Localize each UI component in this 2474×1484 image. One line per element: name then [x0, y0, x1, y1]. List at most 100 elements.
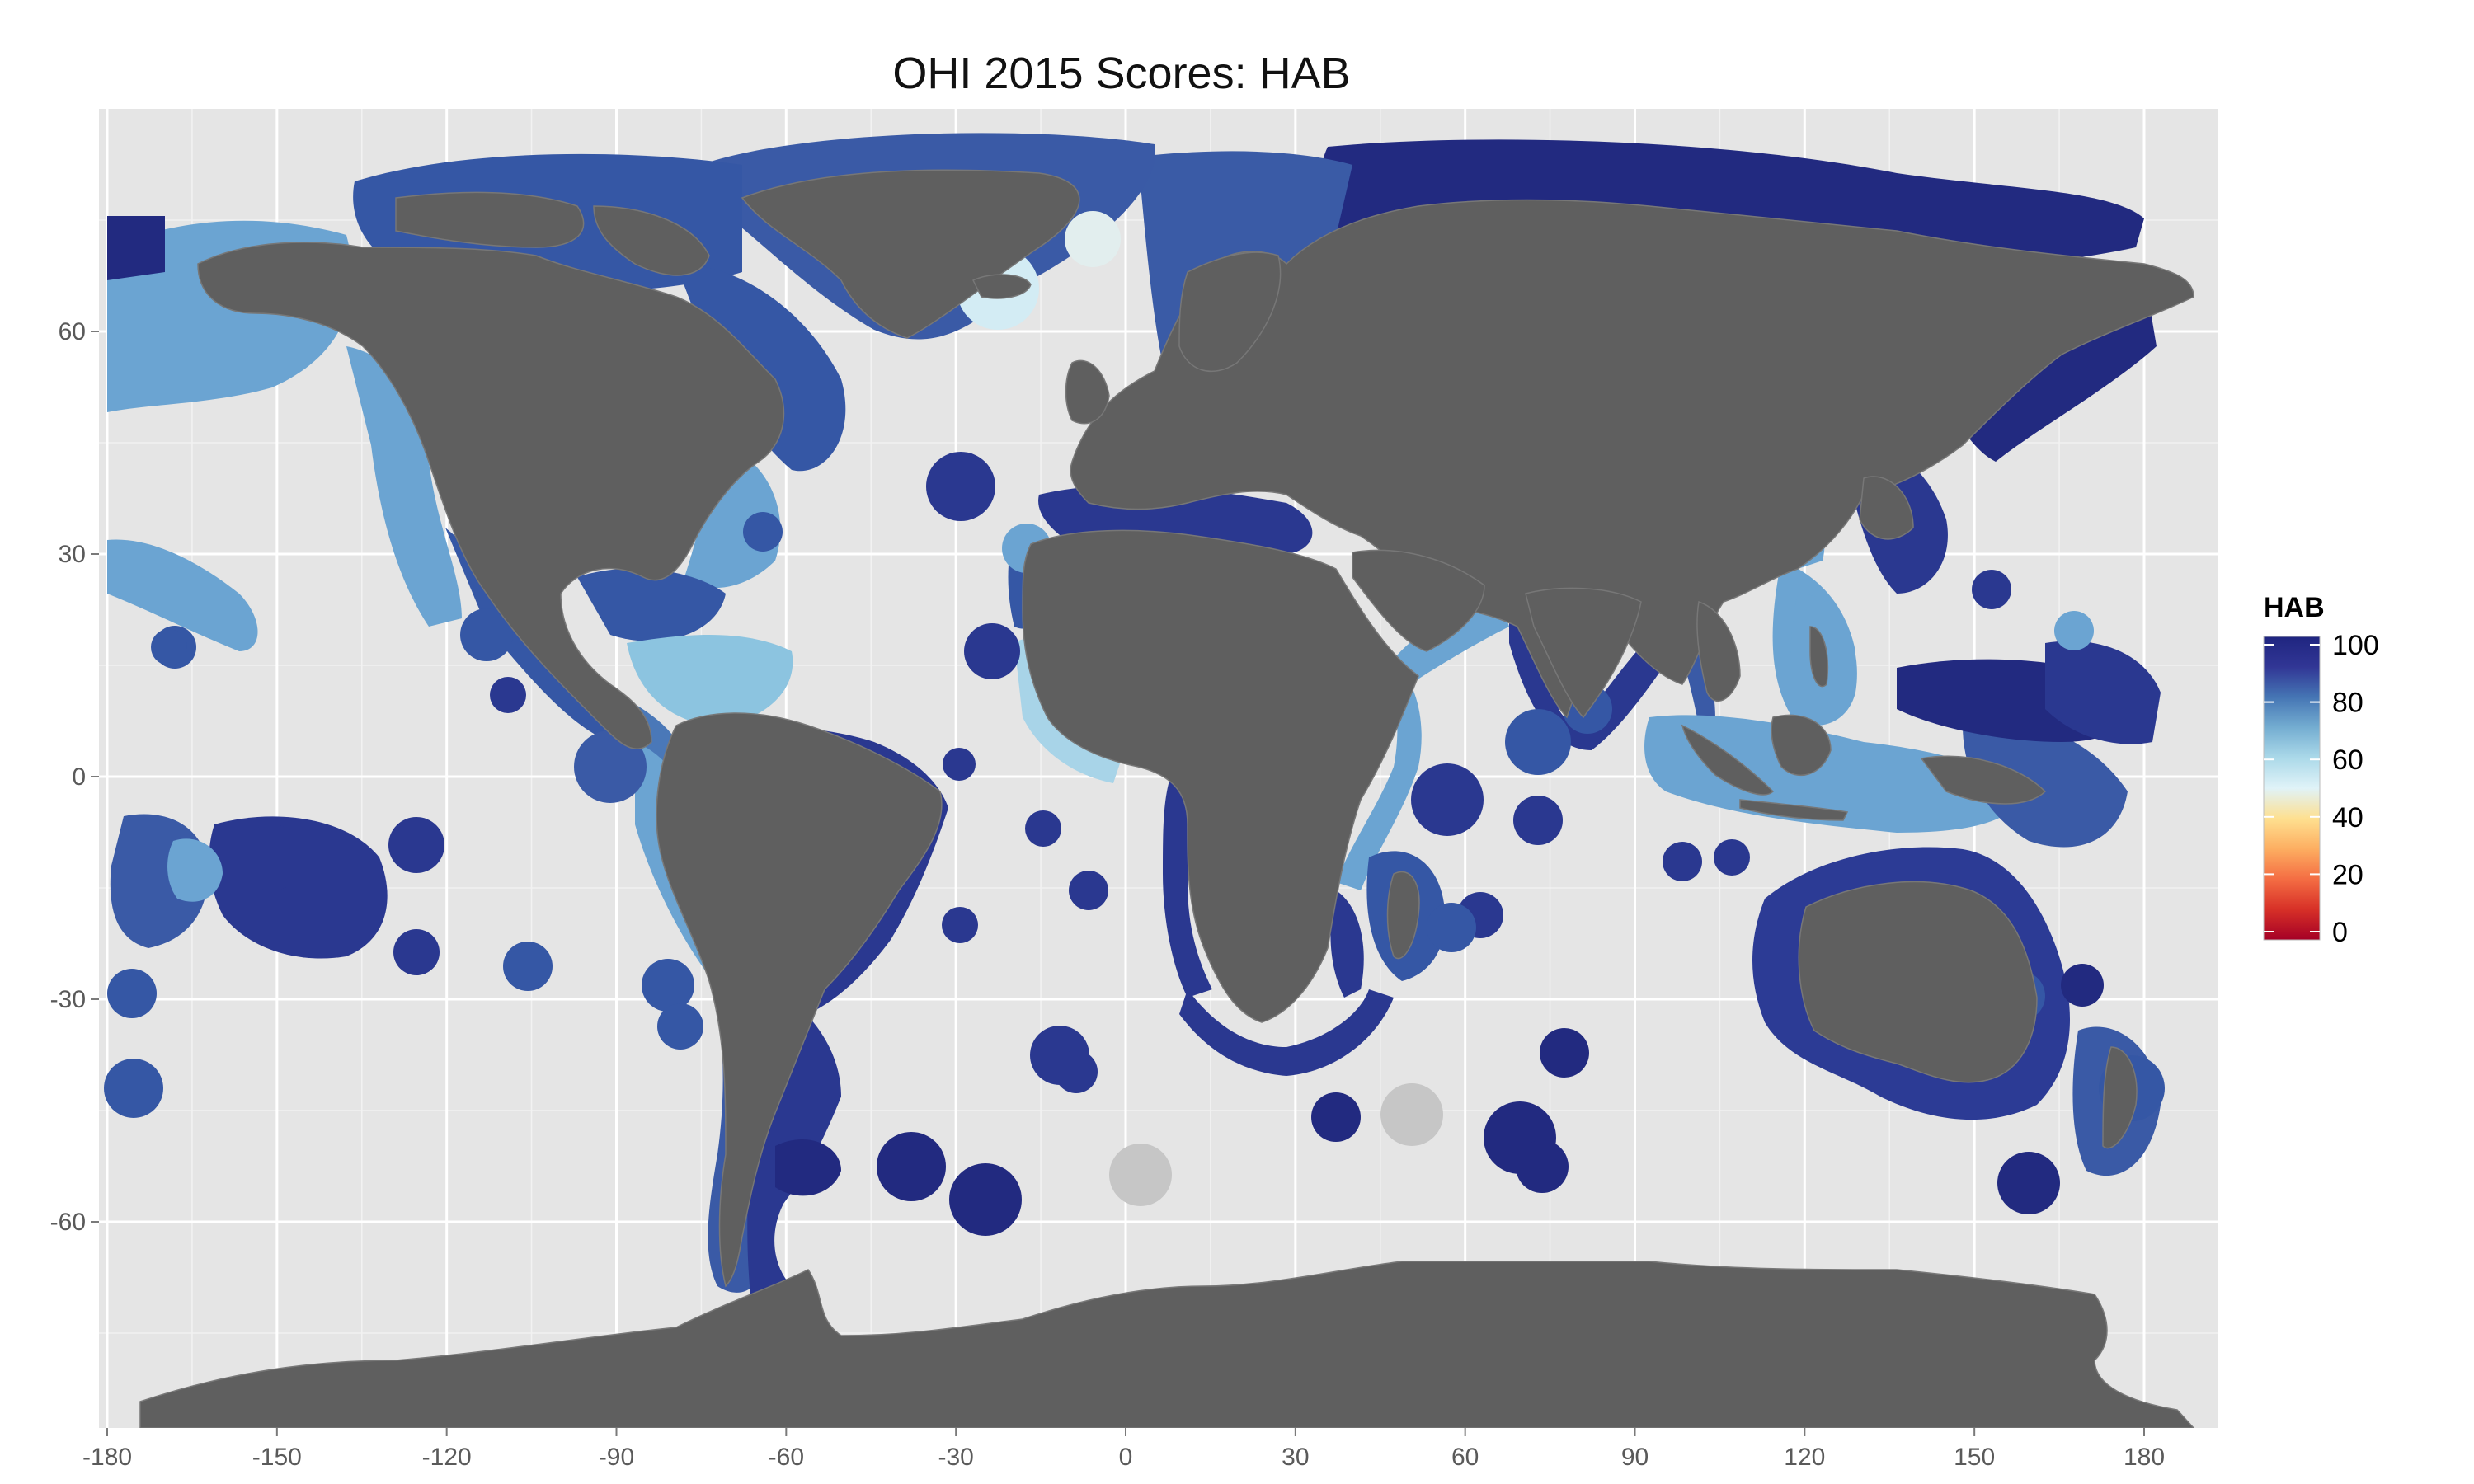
- eez-angola: [1163, 775, 1212, 998]
- eez-norfolk: [2061, 964, 2104, 1007]
- x-tick-label: -30: [938, 1444, 973, 1471]
- y-tick-label: -30: [50, 986, 86, 1013]
- island-eez-layer: [104, 211, 2165, 1236]
- eez-gough: [1055, 1050, 1098, 1093]
- eez-juan-fernandez: [642, 959, 694, 1012]
- legend-label: 40: [2332, 802, 2363, 834]
- land-java: [1739, 799, 1849, 821]
- x-tick-label: -90: [599, 1444, 634, 1471]
- eez-cook-islands: [167, 838, 223, 902]
- land-australia: [1798, 881, 2038, 1083]
- land-japan: [1859, 476, 1914, 540]
- eez-french-polynesia-a: [239, 824, 305, 890]
- eez-ascension: [1025, 810, 1061, 847]
- land-africa: [1022, 529, 1419, 1023]
- eez-bermuda: [743, 512, 783, 552]
- land-north-america: [197, 242, 785, 750]
- eez-chagos: [1513, 796, 1563, 845]
- land-madagascar: [1386, 871, 1420, 960]
- legend-label: 0: [2332, 917, 2348, 948]
- eez-india: [1509, 602, 1691, 750]
- x-tick-label: 30: [1282, 1444, 1309, 1471]
- eez-macquarie: [1997, 1152, 2060, 1214]
- x-tick-label: -180: [82, 1444, 132, 1471]
- y-tick-label: 0: [72, 763, 86, 791]
- land-scandinavia: [1178, 251, 1282, 372]
- x-tick-label: 150: [1954, 1444, 1995, 1471]
- eez-seychelles: [1411, 763, 1484, 836]
- eez-reunion: [1427, 903, 1476, 952]
- x-tick-label: 180: [2124, 1444, 2165, 1471]
- legend-label: 100: [2332, 630, 2379, 661]
- eez-wake: [2054, 611, 2094, 650]
- legend-ticks: 100 80 60 40 20 0: [2264, 630, 2379, 948]
- x-tick-label: 0: [1119, 1444, 1133, 1471]
- eez-cape-verde: [964, 623, 1020, 679]
- eez-south-africa: [1179, 989, 1394, 1076]
- eez-gulf-mexico: [577, 568, 726, 641]
- y-axis: 60 30 0 -30 -60: [50, 318, 99, 1236]
- eez-hawaii: [107, 539, 258, 651]
- land-british-isles: [1065, 359, 1110, 425]
- land-new-zealand: [2102, 1046, 2138, 1149]
- eez-azores: [926, 452, 995, 521]
- legend-colorbar: [2263, 636, 2321, 941]
- eez-maldives: [1505, 709, 1571, 775]
- land-indochina: [1696, 601, 1741, 702]
- eez-usa-east: [684, 445, 781, 589]
- land-iceland: [971, 274, 1032, 299]
- legend-label: 60: [2332, 744, 2363, 776]
- land-antarctica: [139, 1261, 2195, 1428]
- eez-south-georgia: [877, 1132, 946, 1201]
- eez-mozambique: [1330, 890, 1364, 998]
- land-new-guinea: [1920, 755, 2047, 805]
- eez-arabian-sea: [1394, 602, 1509, 684]
- legend: HAB 100 80 60 40 20 0: [2263, 592, 2379, 948]
- eez-papua: [1963, 721, 2128, 848]
- land-india: [1525, 587, 1642, 719]
- land-south-america: [656, 712, 943, 1288]
- eez-sala-gomez: [657, 1003, 703, 1050]
- x-tick-label: -60: [769, 1444, 804, 1471]
- eez-amsterdam: [1540, 1028, 1589, 1078]
- eez-galapagos: [574, 730, 647, 803]
- y-tick-label: 30: [59, 541, 86, 568]
- eez-st-helena: [1069, 871, 1108, 910]
- land-canadian-arctic: [395, 191, 585, 248]
- eez-easter-island: [503, 942, 553, 991]
- eez-revillagigedo: [460, 608, 513, 661]
- eez-heard: [1516, 1140, 1569, 1193]
- legend-label: 20: [2332, 859, 2363, 890]
- eez-crozet: [1380, 1083, 1443, 1146]
- eez-marshall: [2045, 641, 2161, 744]
- eez-bouvet: [1109, 1144, 1172, 1206]
- x-tick-label: 60: [1451, 1444, 1479, 1471]
- eez-kermadec: [104, 1059, 163, 1118]
- land-greenland: [741, 169, 1080, 339]
- land-borneo: [1771, 714, 1832, 776]
- x-tick-label: 90: [1621, 1444, 1649, 1471]
- eez-trindade: [942, 907, 978, 943]
- x-tick-label: -120: [422, 1444, 472, 1471]
- eez-usa-west: [346, 346, 462, 627]
- eez-jan-mayen: [1065, 211, 1121, 267]
- y-tick-label: 60: [59, 318, 86, 345]
- x-tick-label: 120: [1784, 1444, 1825, 1471]
- chart-title: OHI 2015 Scores: HAB: [892, 49, 1351, 98]
- legend-title: HAB: [2264, 592, 2325, 623]
- eez-sandwich: [949, 1163, 1022, 1236]
- eez-clipperton: [490, 677, 526, 713]
- eez-falklands: [775, 1139, 841, 1196]
- land-baffin: [593, 205, 710, 276]
- land-layer: [139, 169, 2195, 1428]
- x-axis: -180 -150 -120 -90 -60 -30 0 30 60 90 120 150 180: [82, 1428, 2165, 1471]
- eez-st-peter-paul: [943, 748, 976, 781]
- eez-pitcairn: [393, 929, 440, 975]
- y-tick-label: -60: [50, 1209, 86, 1236]
- eez-guam: [1972, 570, 2011, 609]
- x-tick-label: -150: [252, 1444, 302, 1471]
- land-sumatra: [1681, 724, 1775, 796]
- eez-niue: [107, 969, 157, 1018]
- eez-cocos: [1663, 842, 1702, 881]
